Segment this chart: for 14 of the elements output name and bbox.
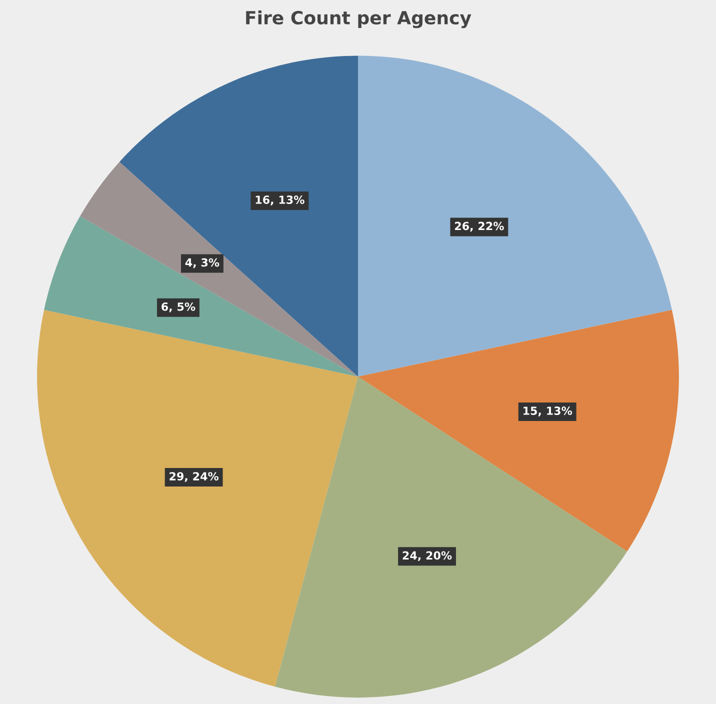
- pie-slice: [44, 216, 358, 377]
- chart-title: Fire Count per Agency: [246, 10, 472, 28]
- pie-slice: [119, 56, 358, 377]
- data-label: 4, 3%: [185, 258, 220, 268]
- pie-slice: [274, 376, 628, 698]
- pie-slice: [80, 162, 358, 377]
- data-label: 26, 22%: [454, 222, 504, 232]
- data-label: 15, 13%: [524, 406, 572, 416]
- data-label: 29, 24%: [170, 472, 219, 482]
- data-label: 24, 20%: [402, 551, 452, 562]
- data-label: 16, 13%: [256, 196, 304, 206]
- data-label: 6, 5%: [162, 302, 196, 312]
- pie-slice: [358, 56, 672, 377]
- pie-slice: [358, 310, 679, 552]
